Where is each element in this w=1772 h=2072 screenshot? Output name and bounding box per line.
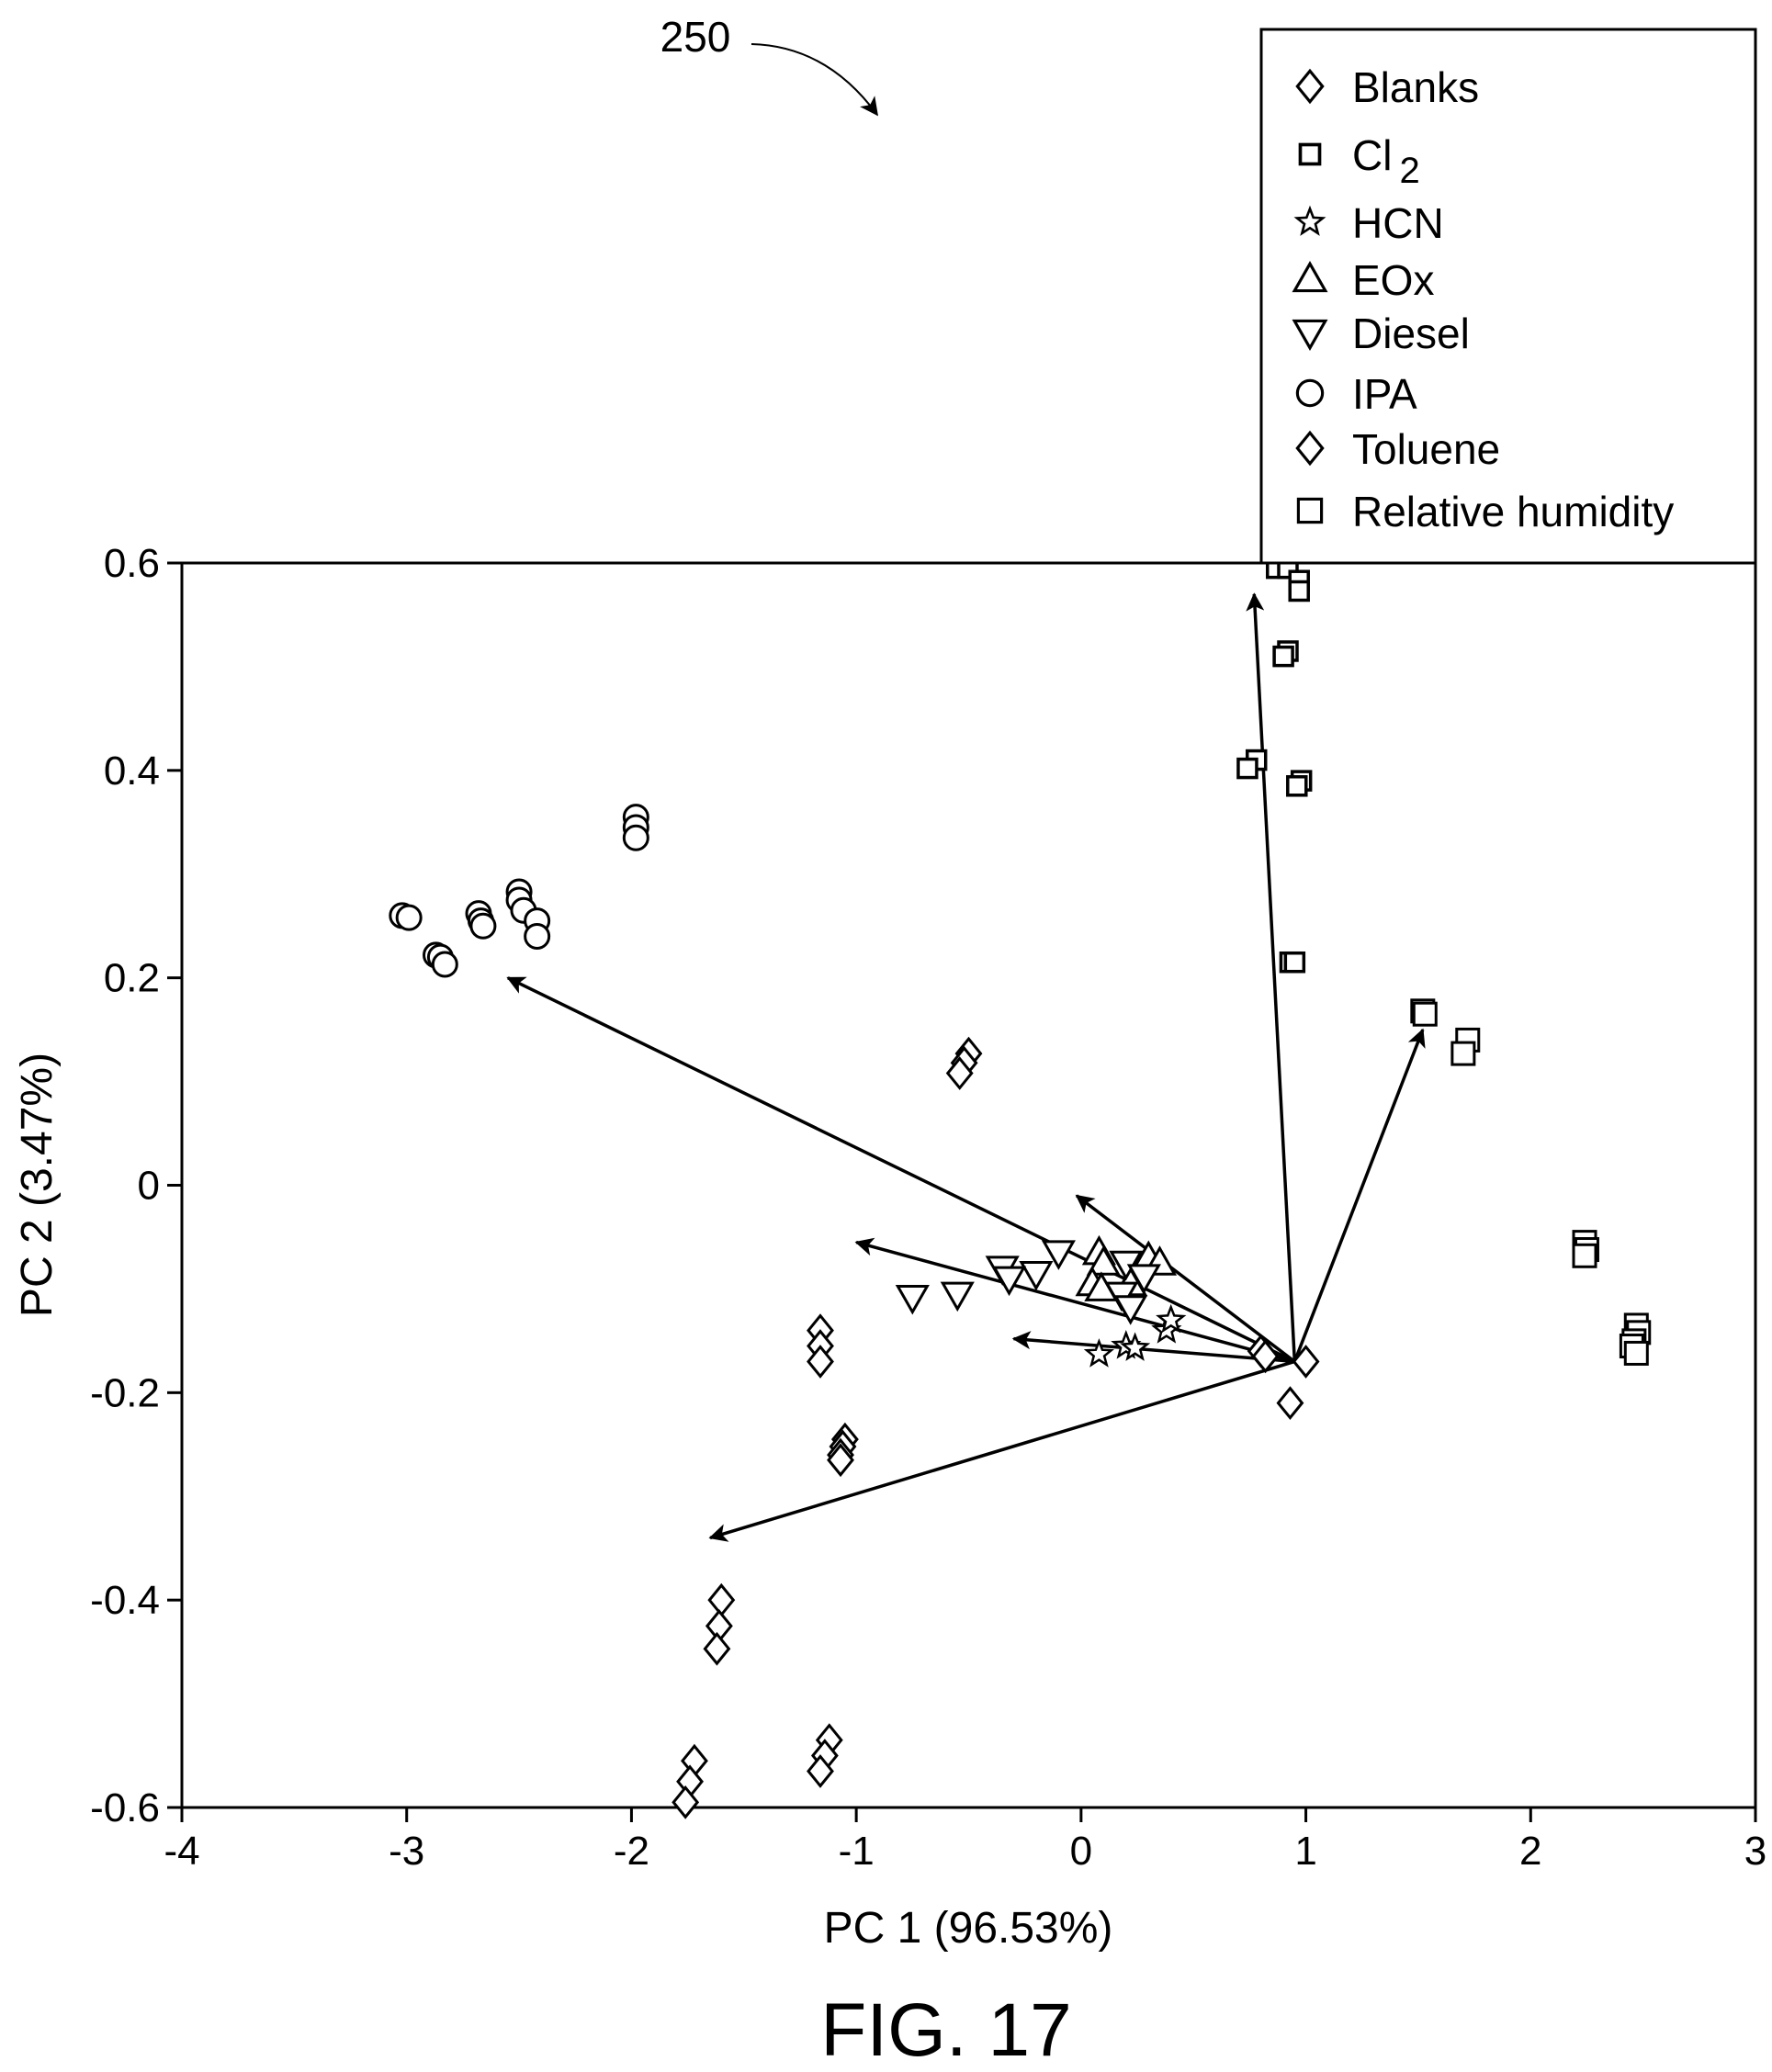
data-point <box>703 1631 731 1666</box>
data-point <box>1126 1264 1161 1294</box>
x-tick-label: 1 <box>1294 1829 1316 1874</box>
data-point <box>827 1443 854 1478</box>
legend-label: EOx <box>1352 256 1434 304</box>
x-tick-label: -3 <box>389 1829 424 1874</box>
legend-label: Relative humidity <box>1352 488 1674 535</box>
series-relative-humidity <box>1410 998 1652 1366</box>
loading-vector-arrow <box>1246 592 1297 1362</box>
series-diesel <box>895 1240 1161 1325</box>
legend-label: Diesel <box>1352 310 1470 357</box>
data-point <box>1086 1245 1121 1276</box>
legend-marker <box>1292 319 1328 351</box>
loading-vector-arrow <box>708 1359 1295 1542</box>
y-tick-label: -0.6 <box>90 1785 160 1830</box>
legend-marker <box>1292 261 1328 293</box>
legend-marker <box>1295 430 1325 467</box>
series-cl2 <box>1236 557 1313 974</box>
data-point <box>1450 1041 1476 1066</box>
legend-label: IPA <box>1352 370 1417 418</box>
data-point <box>1156 1303 1187 1334</box>
plot-area <box>180 561 1757 1809</box>
legend-label: Blanks <box>1352 63 1479 111</box>
data-point <box>1412 1001 1438 1027</box>
figure-label: FIG. 17 <box>820 1988 1071 2072</box>
legend-item: Toluene <box>1295 425 1500 473</box>
series-toluene <box>672 1036 983 1819</box>
data-point <box>1286 775 1308 797</box>
data-point <box>1113 1295 1148 1325</box>
data-point <box>1272 645 1294 668</box>
legend-marker <box>1295 378 1325 408</box>
data-point <box>1292 1345 1320 1379</box>
x-tick-label: -2 <box>614 1829 649 1874</box>
y-tick-label: 0.2 <box>104 956 160 1001</box>
legend-box <box>1259 28 1757 565</box>
data-point <box>1083 1338 1115 1368</box>
legend-marker <box>1296 497 1324 524</box>
legend-item: Relative humidity <box>1296 488 1674 535</box>
data-point <box>1041 1240 1076 1270</box>
data-point <box>1251 1339 1280 1374</box>
data-point <box>1019 1260 1054 1291</box>
data-point <box>1283 951 1306 974</box>
legend-item: IPA <box>1295 370 1417 418</box>
legend-item: HCN <box>1293 199 1444 247</box>
series-blanks <box>1247 1334 1320 1421</box>
loading-vectors <box>506 592 1426 1542</box>
y-tick-label: -0.4 <box>90 1578 160 1623</box>
data-point <box>1276 1386 1304 1421</box>
y-tick-label: 0 <box>138 1164 160 1209</box>
loading-vector-arrow <box>1292 1028 1426 1363</box>
x-tick-label: -4 <box>164 1829 199 1874</box>
loading-vector-arrow <box>854 1237 1295 1364</box>
data-point <box>807 1754 834 1788</box>
legend-item: EOx <box>1292 256 1434 304</box>
data-point <box>991 1266 1027 1297</box>
data-point <box>469 912 497 940</box>
data-point <box>431 951 458 978</box>
data-point <box>672 1785 700 1819</box>
x-tick-label: 3 <box>1744 1829 1766 1874</box>
y-tick-label: -0.2 <box>90 1370 160 1415</box>
x-tick-label: 2 <box>1519 1829 1541 1874</box>
reference-leader-arrow <box>751 43 878 117</box>
x-axis-label: PC 1 (96.53%) <box>824 1904 1113 1953</box>
data-point <box>945 1056 974 1090</box>
legend-marker <box>1295 68 1325 105</box>
y-tick-label: 0.6 <box>104 541 160 586</box>
legend-marker <box>1298 142 1322 166</box>
loading-vector-arrow <box>1011 1331 1295 1364</box>
data-point <box>1572 1243 1597 1268</box>
data-point <box>1288 580 1310 602</box>
data-point <box>1236 757 1258 780</box>
data-point <box>524 923 551 950</box>
axes: -4 -3 -2 -1 0 1 2 3 -0.6 -0.4 -0.2 0 0.2 0.4 0.6 <box>90 541 1766 1874</box>
data-point <box>1623 1340 1649 1366</box>
data-point <box>395 904 423 931</box>
legend-item: Diesel <box>1292 310 1470 357</box>
legend-item: Blanks <box>1295 63 1479 111</box>
legend-label: Toluene <box>1352 425 1500 473</box>
loading-vector-arrow <box>506 976 1296 1364</box>
legend-marker <box>1293 205 1326 236</box>
x-tick-label: -1 <box>839 1829 875 1874</box>
reference-numeral: 250 <box>660 13 731 61</box>
loading-vector-arrow <box>1075 1194 1296 1363</box>
data-point <box>707 1582 736 1617</box>
series-ipa <box>389 804 649 978</box>
series-hcn <box>1083 1303 1187 1368</box>
x-tick-label: 0 <box>1070 1829 1092 1874</box>
y-axis-label: PC 2 (3.47%) <box>13 1053 62 1317</box>
data-point <box>807 1345 834 1379</box>
data-point <box>622 824 649 851</box>
data-point <box>1119 1332 1151 1361</box>
data-point <box>895 1284 930 1315</box>
data-points <box>389 557 1652 1819</box>
data-point <box>940 1281 975 1312</box>
legend-label: HCN <box>1352 199 1444 247</box>
y-tick-label: 0.4 <box>104 749 160 794</box>
